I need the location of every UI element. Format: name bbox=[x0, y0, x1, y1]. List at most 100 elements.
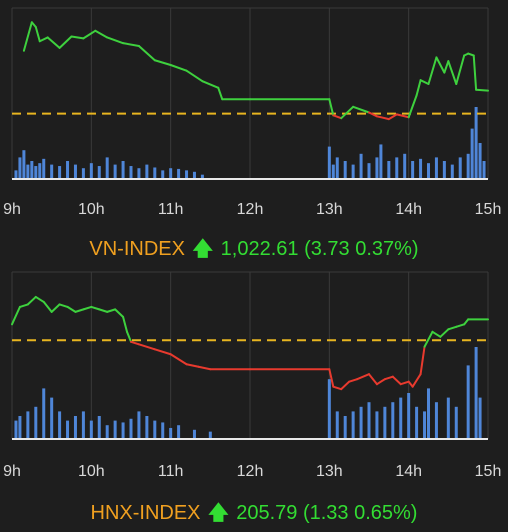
volume-bar bbox=[399, 397, 403, 439]
volume-bar bbox=[14, 170, 18, 179]
price-line-segment bbox=[447, 325, 458, 331]
price-line-segment bbox=[122, 315, 129, 333]
volume-bar bbox=[434, 157, 438, 179]
price-line-segment bbox=[368, 373, 378, 386]
price-line-segment bbox=[90, 305, 101, 311]
volume-bar bbox=[153, 420, 157, 439]
volume-bar bbox=[192, 429, 196, 439]
volume-bar bbox=[470, 128, 474, 179]
volume-bar bbox=[478, 143, 482, 179]
volume-bar bbox=[403, 153, 407, 179]
price-line-segment bbox=[126, 330, 132, 343]
volume-bar bbox=[375, 411, 379, 439]
price-line-segment bbox=[58, 35, 73, 49]
volume-bar bbox=[375, 157, 379, 179]
price-line-segment bbox=[463, 318, 470, 326]
price-line-segment bbox=[443, 60, 450, 74]
volume-bar bbox=[391, 402, 395, 439]
price-line-segment bbox=[332, 114, 343, 120]
price-line-segment bbox=[455, 323, 466, 328]
vn-index-change: (3.73 0.37%) bbox=[304, 238, 419, 260]
price-line-segment bbox=[114, 308, 125, 318]
volume-bar bbox=[66, 420, 70, 439]
volume-bar bbox=[450, 164, 454, 179]
price-line-segment bbox=[185, 363, 200, 368]
volume-bar bbox=[458, 157, 462, 179]
arrow-up-icon: 🡅 bbox=[192, 238, 214, 260]
price-line-segment bbox=[352, 105, 370, 114]
hnx-index-panel: 9h 10h 11h 12h 13h 14h 15h HNX-INDEX 🡅 205.79 … bbox=[0, 264, 508, 529]
volume-bar bbox=[169, 427, 173, 439]
volume-bar bbox=[343, 161, 347, 179]
volume-bar bbox=[351, 411, 355, 439]
volume-bar bbox=[26, 411, 30, 439]
price-line-segment bbox=[348, 378, 359, 383]
price-line-segment bbox=[18, 303, 29, 308]
volume-bar bbox=[177, 168, 181, 179]
volume-bar bbox=[454, 406, 458, 439]
volume-bar bbox=[387, 161, 391, 179]
price-line-segment bbox=[42, 300, 53, 313]
x-tick-label: 15h bbox=[475, 463, 502, 480]
volume-bar bbox=[343, 416, 347, 439]
x-tick-label: 14h bbox=[395, 201, 422, 218]
price-line-segment bbox=[435, 56, 446, 74]
volume-bar bbox=[58, 411, 62, 439]
volume-bar bbox=[129, 418, 133, 439]
price-line-segment bbox=[368, 111, 378, 118]
volume-bar bbox=[34, 166, 38, 179]
volume-bar bbox=[161, 422, 165, 439]
vn-index-name: VN-INDEX bbox=[89, 238, 185, 260]
volume-bar bbox=[415, 406, 419, 439]
volume-bar bbox=[113, 420, 117, 439]
volume-bar bbox=[474, 107, 478, 179]
volume-bar bbox=[89, 163, 93, 179]
price-line-segment bbox=[391, 375, 402, 386]
x-tick-label: 13h bbox=[316, 201, 343, 218]
volume-bar bbox=[434, 402, 438, 439]
price-line-segment bbox=[70, 35, 85, 40]
volume-bar bbox=[482, 161, 486, 179]
volume-bar bbox=[81, 411, 85, 439]
volume-bar bbox=[192, 171, 196, 179]
price-line-segment bbox=[30, 21, 37, 28]
volume-bar bbox=[185, 170, 189, 179]
volume-bar bbox=[145, 416, 149, 439]
price-line-segment bbox=[106, 36, 125, 45]
price-line-segment bbox=[411, 373, 422, 388]
volume-bar bbox=[34, 406, 38, 439]
volume-bar bbox=[351, 164, 355, 179]
price-line-segment bbox=[407, 94, 418, 119]
volume-bar bbox=[423, 411, 427, 439]
x-tick-label: 9h bbox=[3, 463, 21, 480]
price-line-segment bbox=[407, 380, 414, 388]
volume-bar bbox=[161, 170, 165, 179]
volume-bar bbox=[153, 167, 157, 179]
arrow-up-icon: 🡅 bbox=[208, 502, 229, 524]
volume-bar bbox=[113, 164, 117, 179]
price-line-segment bbox=[98, 308, 109, 313]
x-tick-label: 15h bbox=[475, 201, 502, 218]
price-line-segment bbox=[415, 79, 422, 97]
x-tick-label: 12h bbox=[237, 201, 264, 218]
volume-bar bbox=[466, 153, 470, 179]
volume-bar bbox=[105, 157, 109, 179]
price-line-segment bbox=[197, 365, 212, 371]
volume-bar bbox=[327, 146, 331, 179]
vn-index-chart: 9h 10h 11h 12h 13h 14h 15h bbox=[3, 7, 502, 218]
volume-bar bbox=[427, 163, 430, 179]
volume-bar bbox=[42, 388, 46, 439]
volume-bar bbox=[121, 161, 125, 179]
price-line-segment bbox=[50, 303, 61, 313]
volume-bar bbox=[22, 150, 26, 179]
price-line-segment bbox=[375, 115, 390, 121]
price-line-segment bbox=[58, 303, 69, 308]
volume-bar bbox=[478, 397, 482, 439]
price-line-segment bbox=[387, 113, 398, 121]
price-line-segment bbox=[447, 60, 458, 85]
price-line-segment bbox=[356, 373, 370, 381]
x-tick-label: 11h bbox=[158, 463, 184, 480]
price-line-segment bbox=[419, 345, 426, 376]
volume-bar bbox=[42, 158, 46, 179]
x-tick-label: 12h bbox=[237, 463, 264, 480]
